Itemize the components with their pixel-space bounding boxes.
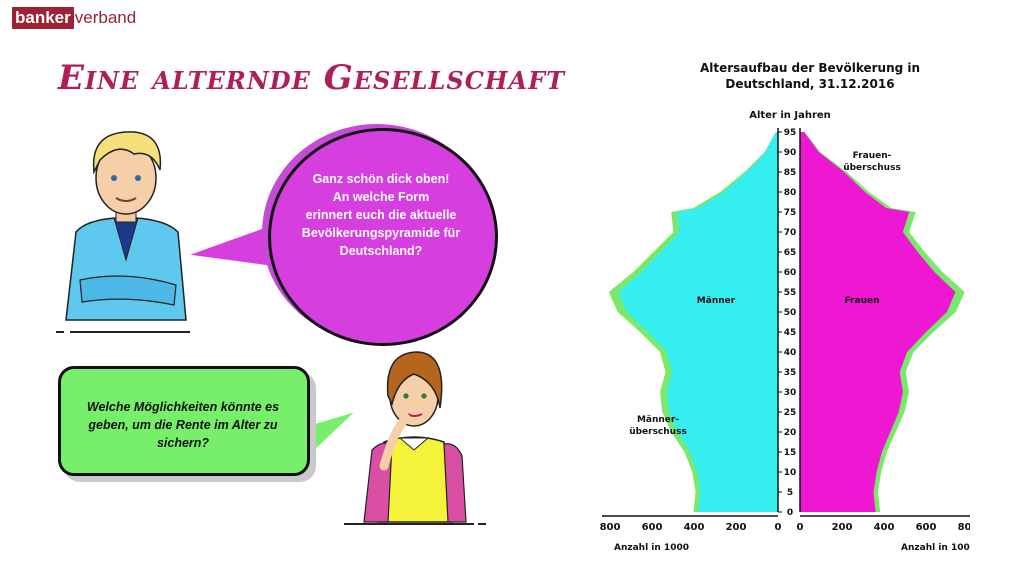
age-tick-label: 55 xyxy=(784,288,797,298)
bubble-bottom-line: geben, um die Rente im Alter zu xyxy=(88,418,278,432)
age-tick-label: 85 xyxy=(784,168,797,178)
speech-bubble-top xyxy=(268,128,498,346)
bubble-top-line: An welche Form xyxy=(332,190,430,204)
x-tick-label-right: 400 xyxy=(874,522,895,533)
bubble-top-line: Ganz schön dick oben! xyxy=(312,172,450,186)
age-tick-label: 65 xyxy=(784,248,797,258)
age-tick-label: 70 xyxy=(784,228,797,238)
annotation-male-surplus-line2: überschuss xyxy=(629,427,687,437)
pyramid-axis: 0 5 10 15 20 25 30 35 40 45 50 55 60 65 70 75 80 85 90 95 80… xyxy=(600,128,970,553)
age-tick-label: 15 xyxy=(784,448,797,458)
age-tick-label: 10 xyxy=(784,468,797,478)
age-tick-label: 25 xyxy=(784,408,797,418)
female-population-area xyxy=(800,132,956,512)
bubble-bottom-line: Welche Möglichkeiten könnte es xyxy=(86,400,280,414)
x-tick-label-right: 200 xyxy=(832,522,853,533)
x-tick-label-right: 800 xyxy=(958,522,970,533)
x-axis-label-left: Anzahl in 1000 xyxy=(614,543,689,553)
age-tick-label: 30 xyxy=(784,388,797,398)
x-axis-label-right: Anzahl in 1000 xyxy=(901,543,970,553)
pyramid-areas xyxy=(608,132,965,512)
x-tick-label-left: 0 xyxy=(775,522,782,533)
chart-y-axis-label: Alter in Jahren xyxy=(749,110,831,121)
bubble-top-line: Deutschland? xyxy=(339,244,423,258)
age-tick-label: 0 xyxy=(787,508,793,518)
x-tick-label-right: 0 xyxy=(797,522,804,533)
x-tick-label-left: 200 xyxy=(726,522,747,533)
bubble-bottom-line: sichern? xyxy=(156,436,210,450)
annotation-female-surplus-line1: Frauen- xyxy=(853,151,892,161)
population-pyramid-chart: Altersaufbau der Bevölkerung in Deutschla… xyxy=(600,61,970,553)
logo-part1: banker xyxy=(12,7,74,29)
age-tick-label: 75 xyxy=(784,208,797,218)
age-tick-label: 80 xyxy=(784,188,797,198)
age-tick-label: 5 xyxy=(787,488,793,498)
annotation-male-surplus-line1: Männer- xyxy=(637,415,679,425)
age-tick-label: 95 xyxy=(784,128,797,138)
age-tick-label: 50 xyxy=(784,308,797,318)
speech-bubble-bottom-text: Welche Möglichkeiten könnte es geben, um… xyxy=(78,398,288,452)
age-tick-label: 45 xyxy=(784,328,797,338)
speech-bubble-top-text: Ganz schön dick oben! An welche Form eri… xyxy=(288,170,474,260)
bubble-top-line: Bevölkerungspyramide für xyxy=(301,226,461,240)
bankenverband-logo: banker verband xyxy=(12,6,136,30)
bubble-top-line: erinnert euch die aktuelle xyxy=(305,208,457,222)
x-tick-label-left: 400 xyxy=(684,522,705,533)
boy-illustration-icon xyxy=(56,131,190,333)
age-tick-label: 90 xyxy=(784,148,797,158)
x-tick-label-right: 600 xyxy=(916,522,937,533)
series-label-female: Frauen xyxy=(844,296,879,306)
logo-part2: verband xyxy=(74,8,137,27)
male-population-area xyxy=(618,132,778,512)
slide-title: Eine alternde Gesellschaft xyxy=(58,58,566,98)
annotation-female-surplus-line2: überschuss xyxy=(843,163,901,173)
age-tick-label: 35 xyxy=(784,368,797,378)
chart-title: Altersaufbau der Bevölkerung in Deutschla… xyxy=(700,61,920,91)
age-tick-label: 40 xyxy=(784,348,797,358)
series-label-male: Männer xyxy=(697,296,736,306)
x-tick-label-left: 800 xyxy=(600,522,620,533)
age-tick-label: 60 xyxy=(784,268,797,278)
age-tick-label: 20 xyxy=(784,428,797,438)
speech-bubble-bottom xyxy=(58,366,310,476)
girl-illustration-icon xyxy=(344,351,486,525)
pyramid-labels: Männer Frauen Frauen-überschuss Männer-über… xyxy=(629,151,901,437)
x-tick-label-left: 600 xyxy=(642,522,663,533)
